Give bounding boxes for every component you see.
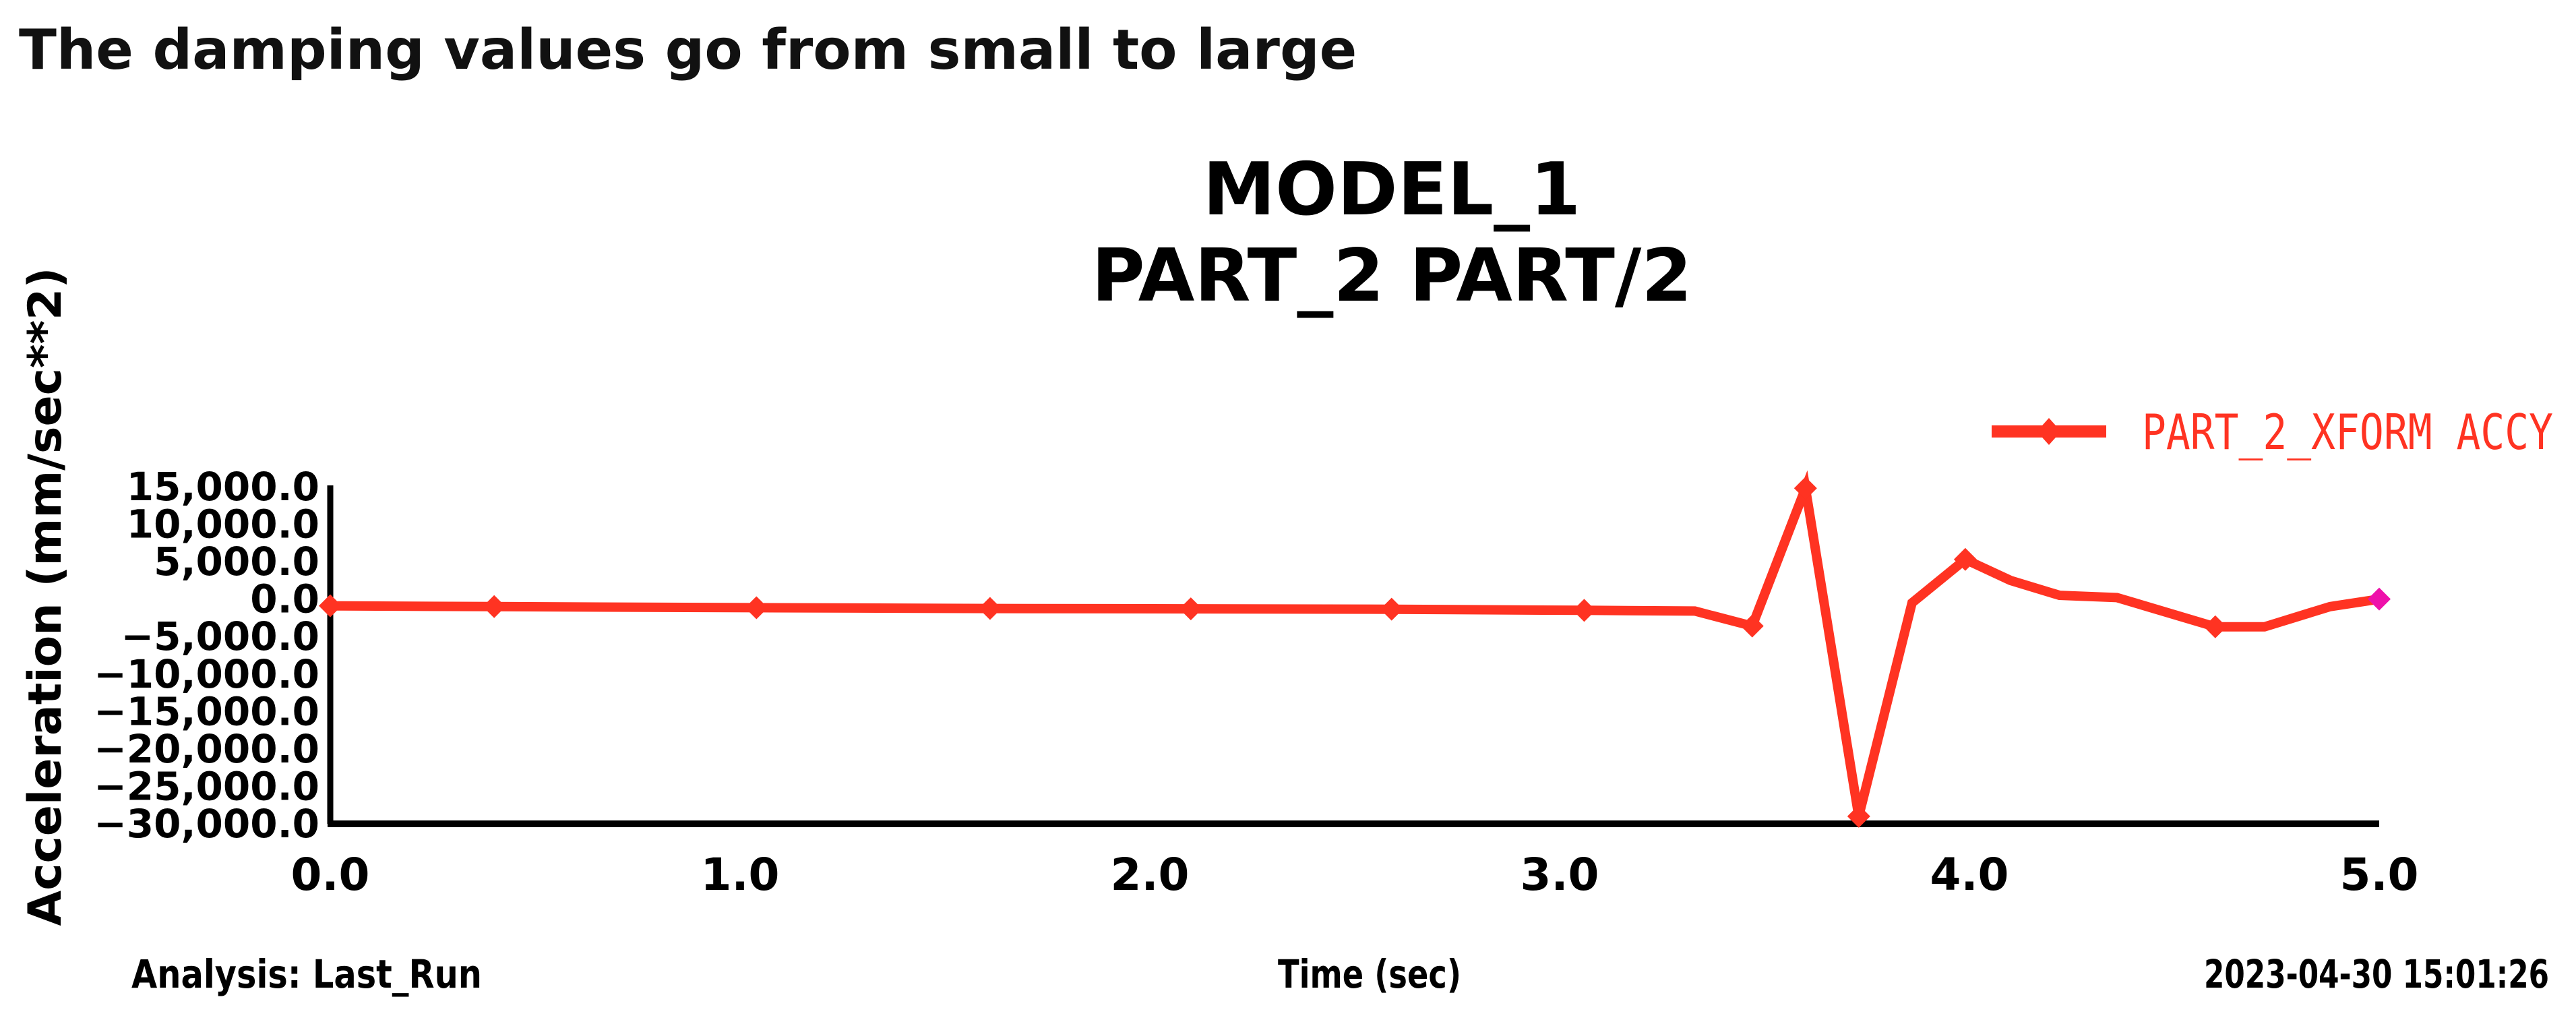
data-point-marker <box>1793 477 1817 500</box>
x-tick-label: 3.0 <box>1521 849 1599 901</box>
y-axis-label: Acceleration (mm/sec**2) <box>19 268 72 926</box>
y-axis-ticks: 15,000.010,000.05,000.00.0−5,000.0−10,00… <box>94 464 319 847</box>
y-tick-label: −20,000.0 <box>94 726 319 772</box>
page-heading: The damping values go from small to larg… <box>19 18 1357 82</box>
y-tick-label: 10,000.0 <box>127 502 319 547</box>
y-tick-label: 0.0 <box>250 576 319 622</box>
chart-title-line-2: PART_2 PART/2 <box>1092 234 1692 318</box>
data-point-marker <box>2368 587 2391 611</box>
x-axis-ticks: 0.0 1.0 2.0 3.0 4.0 5.0 <box>291 849 2419 901</box>
legend-marker-swatch <box>2037 418 2061 445</box>
timestamp: 2023-04-30 15:01:26 <box>2204 951 2549 997</box>
data-point-marker <box>483 595 506 618</box>
y-tick-label: −30,000.0 <box>94 801 319 847</box>
y-tick-label: −10,000.0 <box>94 651 319 697</box>
x-axis-label: Time (sec) <box>1278 951 1461 997</box>
series-group <box>319 470 2391 828</box>
series-line <box>330 470 2381 818</box>
data-point-marker <box>1179 597 1202 621</box>
data-point-marker <box>978 597 1002 620</box>
data-point-marker <box>319 594 342 618</box>
y-tick-label: −5,000.0 <box>121 613 319 659</box>
analysis-label: Analysis: Last_Run <box>131 951 482 997</box>
x-tick-label: 2.0 <box>1111 849 1190 901</box>
data-point-marker <box>745 596 768 620</box>
legend: PART_2_XFORM ACCY <box>1992 404 2553 460</box>
x-tick-label: 5.0 <box>2340 849 2419 901</box>
y-tick-label: 5,000.0 <box>154 539 319 584</box>
legend-label: PART_2_XFORM ACCY <box>2142 404 2553 460</box>
data-point-marker <box>2203 615 2227 638</box>
y-tick-label: −15,000.0 <box>94 688 319 734</box>
x-tick-label: 1.0 <box>701 849 780 901</box>
y-tick-label: 15,000.0 <box>127 464 319 510</box>
chart-title-line-1: MODEL_1 <box>1203 148 1581 232</box>
data-point-marker <box>1847 804 1870 828</box>
data-point-marker <box>1953 547 1977 571</box>
data-point-marker <box>1740 614 1764 638</box>
x-tick-label: 0.0 <box>291 849 370 901</box>
data-point-marker <box>1572 599 1596 622</box>
data-point-marker <box>1380 597 1403 621</box>
x-tick-label: 4.0 <box>1930 849 2009 901</box>
y-tick-label: −25,000.0 <box>94 763 319 809</box>
